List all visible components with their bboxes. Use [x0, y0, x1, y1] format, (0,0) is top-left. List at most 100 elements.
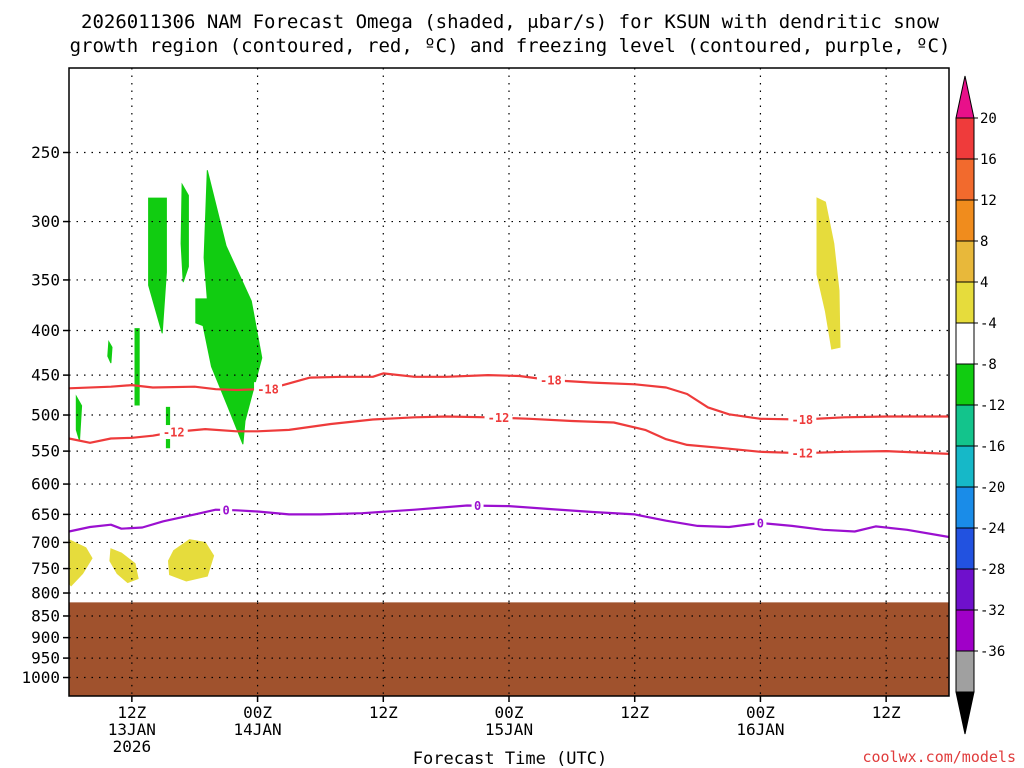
x-tick-label-4-0: 12Z — [620, 703, 649, 722]
colorbar-label-7: -12 — [980, 398, 1005, 414]
chart-title-line-2: growth region (contoured, red, ºC) and f… — [70, 35, 951, 57]
contour-label-temperature-1: -18 — [540, 374, 562, 388]
x-tick-label-3-1: 15JAN — [485, 720, 533, 739]
colorbar-swatch-0 — [955, 117, 975, 160]
y-tick-label-500: 500 — [31, 406, 60, 425]
omega-region-10 — [167, 539, 215, 582]
y-tick-label-700: 700 — [31, 533, 60, 552]
colorbar-swatch-1 — [955, 158, 975, 201]
colorbar-label-4: 4 — [980, 275, 988, 291]
colorbar-label-12: -32 — [980, 603, 1005, 619]
contour-label-temperature-2: -18 — [791, 413, 813, 427]
y-tick-label-300: 300 — [31, 212, 60, 231]
x-tick-label-1-0: 00Z — [243, 703, 272, 722]
colorbar-label-9: -20 — [980, 480, 1005, 496]
colorbar-label-2: 12 — [980, 193, 997, 209]
contour-label-bg-1-2 — [788, 446, 817, 461]
contour-label-bg-1-1 — [484, 410, 513, 425]
contour-line-temperature-0 — [68, 504, 950, 539]
omega-region-3 — [134, 328, 140, 406]
colorbar-swatch-12 — [955, 609, 975, 652]
omega-region-7 — [816, 197, 841, 350]
x-tick-label-0-0: 12Z — [117, 703, 146, 722]
colorbar-label-1: 16 — [980, 152, 997, 168]
contour-label-bg-2-2 — [754, 516, 767, 531]
omega-region-0 — [148, 197, 167, 334]
x-axis-title: Forecast Time (UTC) — [413, 749, 607, 768]
colorbar-swatch-4 — [955, 281, 975, 324]
colorbar-label-11: -28 — [980, 562, 1005, 578]
colorbar-swatch-9 — [955, 486, 975, 529]
colorbar-label-13: -36 — [980, 644, 1005, 660]
contour-label-temperature-0: -18 — [257, 383, 279, 397]
x-tick-label-5-1: 16JAN — [736, 720, 784, 739]
colorbar-label-6: -8 — [980, 357, 997, 373]
colorbar-label-10: -24 — [980, 521, 1005, 537]
omega-region-1 — [180, 182, 189, 283]
contour-label-temperature-0: -12 — [163, 426, 185, 440]
y-tick-label-600: 600 — [31, 475, 60, 494]
x-tick-label-0-2: 2026 — [113, 737, 152, 756]
x-tick-label-0-1: 13JAN — [108, 720, 156, 739]
colorbar-label-5: -4 — [980, 316, 997, 332]
y-tick-label-550: 550 — [31, 442, 60, 461]
colorbar-bottom-arrow — [955, 691, 975, 735]
colorbar-swatch-13 — [955, 650, 975, 693]
y-tick-label-450: 450 — [31, 366, 60, 385]
y-tick-label-900: 900 — [31, 628, 60, 647]
y-tick-label-650: 650 — [31, 505, 60, 524]
omega-region-9 — [109, 548, 139, 584]
colorbar-swatch-6 — [955, 363, 975, 406]
contour-label-bg-0-0 — [254, 382, 283, 397]
contour-label-bg-1-0 — [159, 425, 188, 440]
x-tick-label-1-1: 14JAN — [233, 720, 281, 739]
colorbar-swatch-11 — [955, 568, 975, 611]
y-tick-label-750: 750 — [31, 559, 60, 578]
colorbar-label-8: -16 — [980, 439, 1005, 455]
contour-label-bg-2-1 — [471, 498, 484, 513]
omega-region-2 — [195, 170, 263, 445]
omega-region-4 — [107, 340, 113, 364]
colorbar-swatch-5 — [955, 322, 975, 365]
contour-layer: -18 -18 -18 -12 -12 -12 0 0 0 — [68, 372, 950, 539]
x-tick-label-5-0: 00Z — [746, 703, 775, 722]
colorbar-swatch-8 — [955, 445, 975, 488]
ground-below-surface — [69, 602, 949, 696]
y-tick-label-400: 400 — [31, 321, 60, 340]
plot-area: -18 -18 -18 -12 -12 -12 0 0 0 — [68, 67, 950, 697]
y-tick-label-250: 250 — [31, 143, 60, 162]
pressure-axis: 250 300 350 400 450 500 550 600 650 700 750 800 850 9… — [21, 143, 69, 687]
colorbar-swatch-10 — [955, 527, 975, 570]
colorbar-label-0: 20 — [980, 111, 997, 127]
colorbar-swatch-3 — [955, 240, 975, 283]
contour-label-bg-0-1 — [536, 373, 565, 388]
contour-label-temperature-1: 0 — [474, 499, 481, 513]
contour-label-temperature-0: 0 — [223, 503, 230, 517]
x-tick-label-2-0: 12Z — [369, 703, 398, 722]
contour-label-bg-2-0 — [220, 502, 233, 517]
credit-text: coolwx.com/models — [862, 748, 1016, 766]
y-tick-label-950: 950 — [31, 649, 60, 668]
contour-label-temperature-1: -12 — [488, 411, 510, 425]
plot-background — [69, 68, 949, 696]
omega-shading-layer — [68, 170, 841, 587]
x-tick-label-6-0: 12Z — [872, 703, 901, 722]
chart-title-line-1: 2026011306 NAM Forecast Omega (shaded, μ… — [81, 11, 939, 33]
y-tick-label-1000: 1000 — [21, 668, 60, 687]
colorbar: 20 16 12 8 4 -4 -8 -12 -16 -20 -24 -28 -32 -36 — [955, 75, 1005, 735]
y-tick-label-850: 850 — [31, 606, 60, 625]
contour-label-temperature-2: -12 — [791, 447, 813, 461]
contour-label-bg-0-2 — [788, 412, 817, 427]
x-tick-label-3-0: 00Z — [495, 703, 524, 722]
colorbar-swatch-2 — [955, 199, 975, 242]
colorbar-label-3: 8 — [980, 234, 988, 250]
y-tick-label-800: 800 — [31, 584, 60, 603]
colorbar-swatch-7 — [955, 404, 975, 447]
y-tick-label-350: 350 — [31, 270, 60, 289]
ground-layer — [69, 602, 949, 696]
contour-line-temperature--18 — [68, 372, 949, 421]
colorbar-top-arrow — [955, 75, 975, 119]
contour-label-temperature-2: 0 — [757, 517, 764, 531]
